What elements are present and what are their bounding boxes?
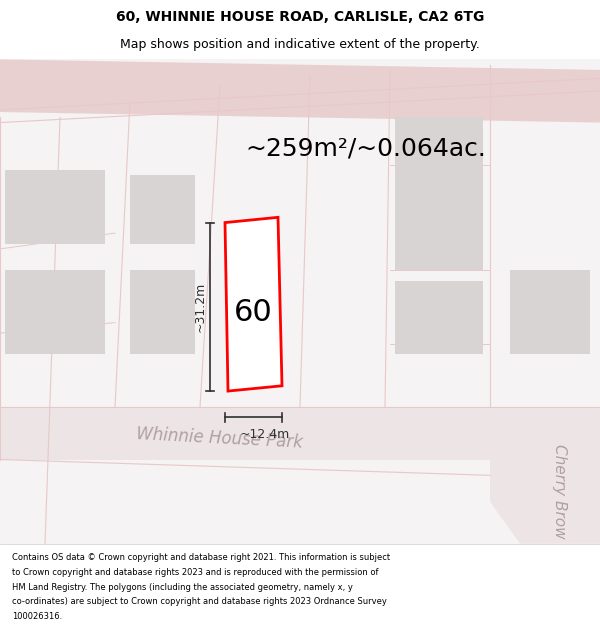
Text: co-ordinates) are subject to Crown copyright and database rights 2023 Ordnance S: co-ordinates) are subject to Crown copyr… [12,598,387,606]
Text: ~259m²/~0.064ac.: ~259m²/~0.064ac. [245,137,486,161]
Bar [5,170,105,244]
Bar [510,270,590,354]
Bar [395,186,483,270]
Polygon shape [0,407,600,459]
Text: to Crown copyright and database rights 2023 and is reproduced with the permissio: to Crown copyright and database rights 2… [12,568,379,577]
Text: Map shows position and indicative extent of the property.: Map shows position and indicative extent… [120,38,480,51]
Bar [395,118,483,186]
Text: Whinnie House Park: Whinnie House Park [136,425,304,452]
Text: Contains OS data © Crown copyright and database right 2021. This information is : Contains OS data © Crown copyright and d… [12,554,390,562]
Polygon shape [490,418,600,544]
Polygon shape [225,217,282,391]
Text: 60: 60 [233,298,272,327]
Bar [130,270,195,354]
Text: ~31.2m: ~31.2m [193,282,206,332]
Text: Cherry Brow: Cherry Brow [553,444,568,538]
Bar [130,175,195,244]
Text: 60, WHINNIE HOUSE ROAD, CARLISLE, CA2 6TG: 60, WHINNIE HOUSE ROAD, CARLISLE, CA2 6T… [116,9,484,24]
Text: ~12.4m: ~12.4m [240,428,290,441]
Polygon shape [0,59,600,122]
Bar [395,281,483,354]
Text: 100026316.: 100026316. [12,612,62,621]
Text: HM Land Registry. The polygons (including the associated geometry, namely x, y: HM Land Registry. The polygons (includin… [12,582,353,592]
Bar [5,270,105,354]
